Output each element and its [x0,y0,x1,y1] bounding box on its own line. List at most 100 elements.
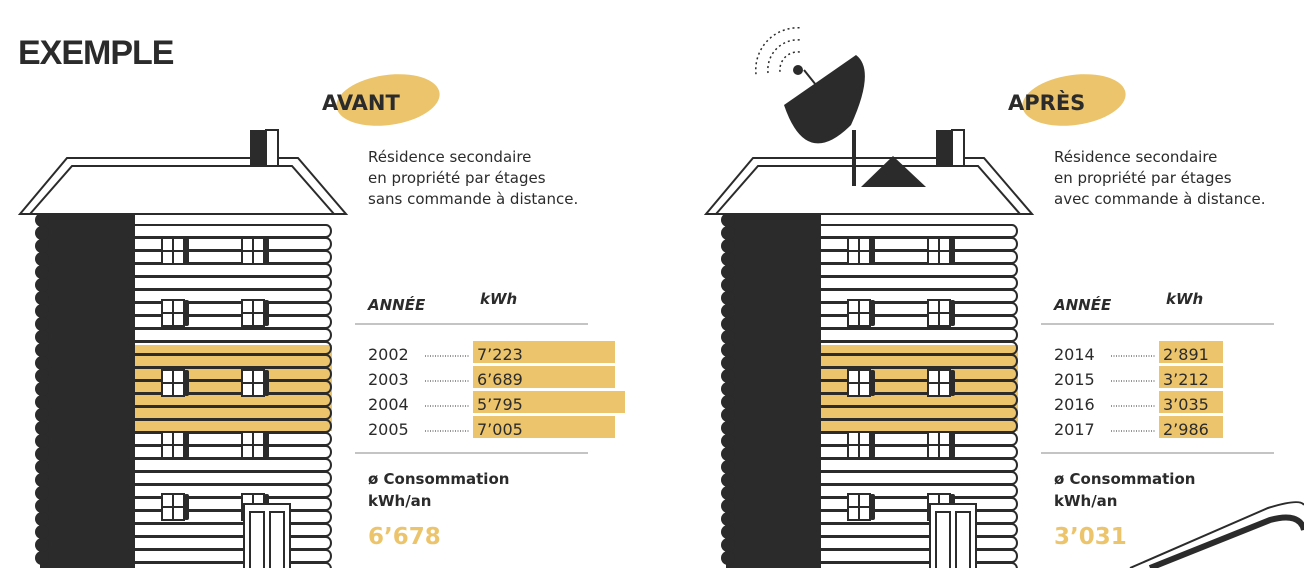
log-end [35,226,49,240]
log-end [721,408,735,422]
log [821,277,1017,289]
average-label: ø Consommation [1054,470,1195,488]
shutter [870,300,875,326]
column-header: ANNÉE [1053,295,1112,314]
log [135,537,331,549]
log-end [35,499,49,513]
log-end [721,265,735,279]
log-end [35,343,49,357]
log-end [721,434,735,448]
log-end [721,473,735,487]
shutter [264,238,269,264]
column-header: kWh [480,290,517,308]
average-label: ø Consommation [368,470,509,488]
page: Exemple html, body { margin: 0; padding:… [0,0,1304,568]
log-end [35,369,49,383]
shutter [264,300,269,326]
log-end [721,304,735,318]
shutter [184,238,189,264]
log-end [35,382,49,396]
log [135,329,331,341]
log-end [721,252,735,266]
log-end [721,421,735,435]
shutter [950,238,955,264]
year: 2002 [368,345,409,364]
log-end [35,265,49,279]
kwh: 7’005 [477,420,523,439]
wall-dark [40,212,135,568]
log-end [35,278,49,292]
shutter [184,432,189,458]
description-line: avec commande à distance. [1054,190,1265,208]
description-line: sans commande à distance. [368,190,578,208]
average-value: 3’031 [1054,524,1127,550]
log [135,472,331,484]
kwh: 7’223 [477,345,523,364]
log-end [35,421,49,435]
log-end [35,538,49,552]
log-end [721,551,735,565]
log-end [721,395,735,409]
log [135,563,331,568]
kwh: 2’986 [1163,420,1209,439]
log-end [35,486,49,500]
shutter [184,494,189,520]
log-end [35,213,49,227]
kwh: 3’212 [1163,370,1209,389]
log-end [35,447,49,461]
log-end [35,317,49,331]
shutter [950,300,955,326]
chimney [952,130,964,166]
column-header: kWh [1166,290,1203,308]
log [821,537,1017,549]
kwh: 5’795 [477,395,523,414]
kwh: 6’689 [477,370,523,389]
shutter [184,370,189,396]
kwh: 2’891 [1163,345,1209,364]
shutter [184,300,189,326]
log-end [35,304,49,318]
log-end [35,434,49,448]
average-value: 6’678 [368,524,441,550]
log [821,225,1017,237]
shutter [870,238,875,264]
log-end [35,460,49,474]
panel-label: AVANT [322,91,400,115]
shutter [870,370,875,396]
log-end [35,551,49,565]
log [135,225,331,237]
log-end [721,226,735,240]
kwh: 3’035 [1163,395,1209,414]
log [135,459,331,471]
log-end [721,369,735,383]
log-end [721,317,735,331]
log [821,329,1017,341]
chimney [266,130,278,166]
log [135,264,331,276]
log-end [35,330,49,344]
description-line: en propriété par étages [1054,169,1232,187]
dish-head [793,65,803,75]
year: 2017 [1054,420,1095,439]
shutter [870,494,875,520]
log [821,524,1017,536]
shutter [264,432,269,458]
building [20,130,346,568]
log-end [35,408,49,422]
wall-dark [726,212,821,568]
log [821,550,1017,562]
log-end [721,213,735,227]
log-end [721,382,735,396]
log-end [35,473,49,487]
log [135,550,331,562]
panel-label: APRÈS [1008,90,1085,115]
shutter [264,370,269,396]
year: 2003 [368,370,409,389]
log [821,563,1017,568]
description-line: Résidence secondaire [1054,148,1217,166]
log [135,277,331,289]
shutter [950,370,955,396]
log-end [721,239,735,253]
log-end [35,525,49,539]
average-label: kWh/an [368,492,431,510]
